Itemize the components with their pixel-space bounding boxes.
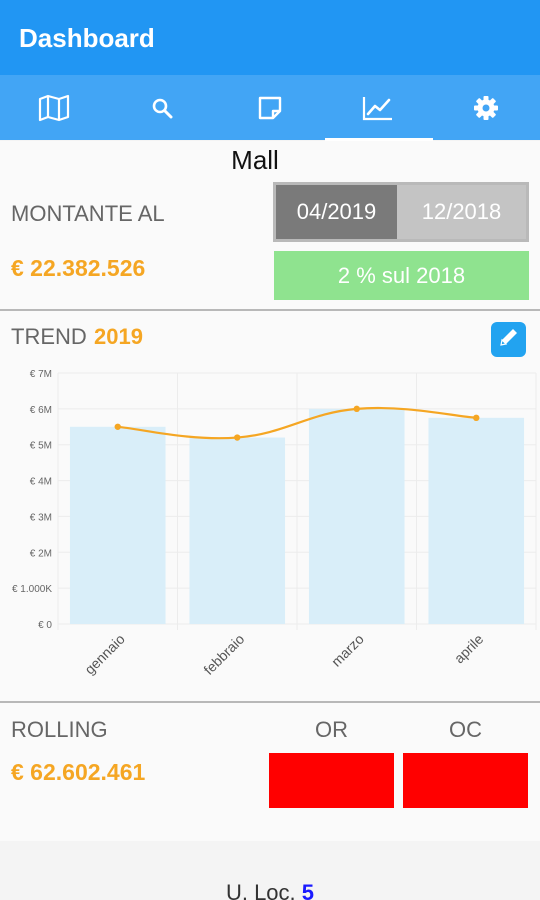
tab-bar [0,75,540,140]
chart-bar [189,437,286,624]
trend-label: TREND [11,324,87,349]
app-title: Dashboard [19,23,155,53]
y-tick-label: € 3M [30,512,52,523]
y-tick-label: € 0 [38,620,52,631]
tab-settings[interactable] [432,75,540,140]
trend-chart-icon [362,95,394,121]
selected-tab-indicator [325,138,433,141]
x-tick-label: febbraio [200,631,247,678]
montante-value: € 22.382.526 [11,255,146,281]
y-tick-label: € 2M [30,548,52,559]
unit-count-value: 5 [301,880,315,900]
page-title: Mall [231,145,279,175]
y-tick-label: € 5M [30,441,52,452]
chart-bar [428,417,525,624]
unit-count-line: U. Loc. 5 [0,880,540,900]
comparison-badge: 2 % sul 2018 [274,251,529,300]
y-tick-label: € 6M [30,405,52,416]
gear-icon [473,95,499,121]
trend-chart: € 0 € 1.000K € 2M € 3M € 4M € 5M € 6M € 7M genna… [0,362,540,692]
date-toggle: 04/2019 12/2018 [273,182,529,242]
rolling-label: ROLLING [11,717,108,742]
trend-point [353,405,360,413]
search-icon [151,97,173,119]
tab-map[interactable] [0,75,108,140]
trend-year: 2019 [94,324,143,349]
tab-notes[interactable] [216,75,324,140]
trend-line [117,406,477,440]
tab-search[interactable] [108,75,216,140]
x-tick-label: marzo [328,631,367,670]
app-bar: Dashboard [0,0,540,75]
x-tick-label: gennaio [81,631,128,678]
edit-button[interactable] [491,322,526,357]
note-icon [257,95,283,121]
unit-count-label: U. Loc. [225,880,296,900]
y-tick-label: € 4M [30,477,52,488]
date-option-selected[interactable]: 04/2019 [276,185,397,239]
map-icon [38,94,70,122]
pencil-icon [498,326,520,353]
date-option-other[interactable]: 12/2018 [397,185,526,239]
or-status-box[interactable] [269,753,394,808]
oc-header: OC [449,717,482,742]
oc-status-box[interactable] [403,753,528,808]
x-tick-label: aprile [451,631,487,667]
trend-chart-svg: € 0 € 1.000K € 2M € 3M € 4M € 5M € 6M € 7M genna… [12,369,537,678]
trend-point [473,414,480,422]
tab-trend[interactable] [324,75,432,140]
chart-bar [308,408,405,624]
y-tick-label: € 7M [30,369,52,380]
or-header: OR [315,717,348,742]
trend-point [234,434,241,441]
y-tick-label: € 1.000K [12,584,52,595]
rolling-value: € 62.602.461 [11,759,146,785]
chart-bar [69,426,166,624]
montante-label: MONTANTE AL [11,201,165,226]
trend-point [114,423,121,430]
